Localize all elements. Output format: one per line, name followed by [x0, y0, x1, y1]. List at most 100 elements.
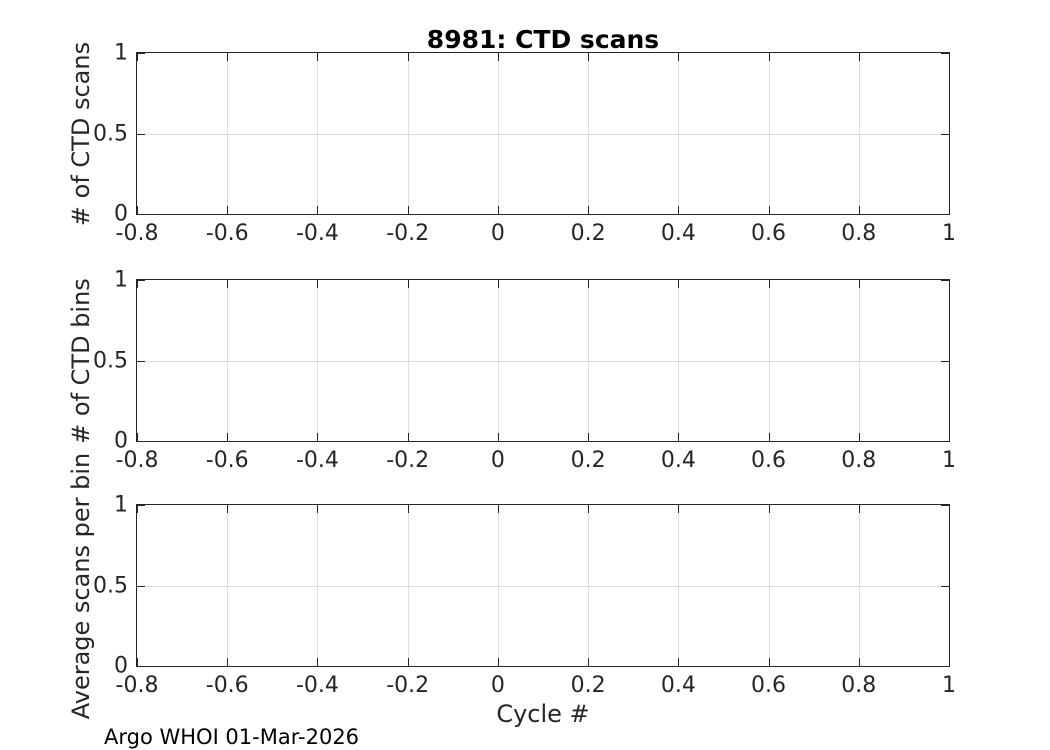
tick-mark: [227, 206, 229, 214]
tick-mark: [317, 53, 319, 61]
tick-mark: [678, 433, 680, 441]
x-tick-label: 0.4: [660, 673, 696, 698]
x-tick-label: 0.4: [660, 221, 696, 246]
tick-mark: [137, 280, 138, 288]
tick-mark: [588, 206, 590, 214]
tick-mark: [588, 280, 590, 288]
tick-mark: [768, 505, 770, 513]
tick-mark: [137, 658, 138, 666]
tick-mark: [137, 433, 138, 441]
tick-mark: [949, 658, 950, 666]
tick-mark: [407, 53, 409, 61]
tick-mark: [768, 53, 770, 61]
tick-mark: [497, 53, 499, 61]
tick-mark: [941, 280, 949, 281]
x-tick-label: -0.4: [295, 221, 339, 246]
gridline: [137, 133, 949, 135]
x-tick-label: 0.8: [841, 221, 877, 246]
tick-mark: [678, 206, 680, 214]
tick-mark: [941, 133, 949, 135]
tick-mark: [137, 360, 145, 362]
tick-mark: [497, 206, 499, 214]
x-tick-label: -0.6: [205, 448, 249, 473]
tick-mark: [137, 280, 145, 281]
tick-mark: [588, 658, 590, 666]
x-tick-label: 0: [490, 221, 505, 246]
tick-mark: [949, 505, 950, 513]
y-tick-label: 0.5: [93, 121, 128, 146]
x-tick-label: 0.6: [751, 448, 787, 473]
y-tick-label: 0.5: [93, 573, 128, 598]
x-tick-label: -0.8: [115, 448, 159, 473]
tick-mark: [678, 280, 680, 288]
x-tick-label: -0.6: [205, 221, 249, 246]
x-tick-label: 0.6: [751, 221, 787, 246]
tick-mark: [407, 505, 409, 513]
subplot-ctd-scans: # of CTD scans -0.8 -0.6 -0.4 -0.2 0 0.2 0.4 0.…: [67, 41, 956, 247]
x-tick-label: 0.6: [751, 673, 787, 698]
tick-mark: [768, 658, 770, 666]
x-tick-label: 0.8: [841, 673, 877, 698]
tick-mark: [941, 666, 949, 667]
tick-mark: [941, 53, 949, 54]
x-tick-label: 0.4: [660, 448, 696, 473]
tick-mark: [588, 505, 590, 513]
tick-mark: [317, 280, 319, 288]
tick-mark: [317, 505, 319, 513]
tick-mark: [941, 505, 949, 506]
x-tick-label: -0.2: [386, 448, 430, 473]
tick-mark: [137, 214, 145, 215]
tick-mark: [137, 585, 145, 587]
x-tick-label: 1: [942, 448, 956, 473]
tick-mark: [949, 53, 950, 61]
tick-mark: [941, 585, 949, 587]
tick-mark: [137, 53, 145, 54]
tick-mark: [768, 280, 770, 288]
y-tick-label: 1: [114, 40, 128, 66]
tick-mark: [137, 441, 145, 442]
tick-mark: [407, 206, 409, 214]
tick-mark: [949, 206, 950, 214]
figure-title: 8981: CTD scans: [426, 25, 660, 54]
x-tick-label: -0.4: [295, 448, 339, 473]
tick-mark: [858, 433, 860, 441]
tick-mark: [407, 658, 409, 666]
y-axis-label-ctd-bins: # of CTD bins: [67, 277, 95, 444]
tick-mark: [497, 505, 499, 513]
tick-mark: [678, 505, 680, 513]
tick-mark: [227, 505, 229, 513]
x-tick-label: 1: [942, 673, 956, 698]
tick-mark: [317, 658, 319, 666]
x-tick-label: -0.8: [115, 673, 159, 698]
y-axis-label-ctd-scans: # of CTD scans: [67, 41, 95, 226]
tick-mark: [227, 433, 229, 441]
y-tick-label: 0.5: [93, 348, 128, 373]
tick-mark: [407, 433, 409, 441]
tick-mark: [678, 53, 680, 61]
y-axis-label-avg-scans: Average scans per bin: [67, 452, 95, 719]
tick-mark: [137, 505, 138, 513]
tick-mark: [949, 433, 950, 441]
tick-mark: [227, 658, 229, 666]
y-tick-label: 1: [114, 492, 128, 518]
x-tick-label: -0.8: [115, 221, 159, 246]
x-tick-label: 0: [490, 448, 505, 473]
y-tick-label: 0: [114, 201, 128, 227]
tick-mark: [941, 214, 949, 215]
tick-mark: [858, 658, 860, 666]
tick-mark: [137, 505, 145, 506]
tick-mark: [858, 53, 860, 61]
tick-mark: [317, 206, 319, 214]
x-tick-label: -0.2: [386, 221, 430, 246]
tick-mark: [858, 206, 860, 214]
y-tick-label: 0: [114, 428, 128, 454]
tick-mark: [858, 505, 860, 513]
gridline: [137, 360, 949, 362]
tick-mark: [678, 658, 680, 666]
x-tick-label: -0.4: [295, 673, 339, 698]
tick-mark: [137, 53, 138, 61]
x-tick-label: 0.2: [570, 673, 606, 698]
tick-mark: [137, 666, 145, 667]
tick-mark: [317, 433, 319, 441]
